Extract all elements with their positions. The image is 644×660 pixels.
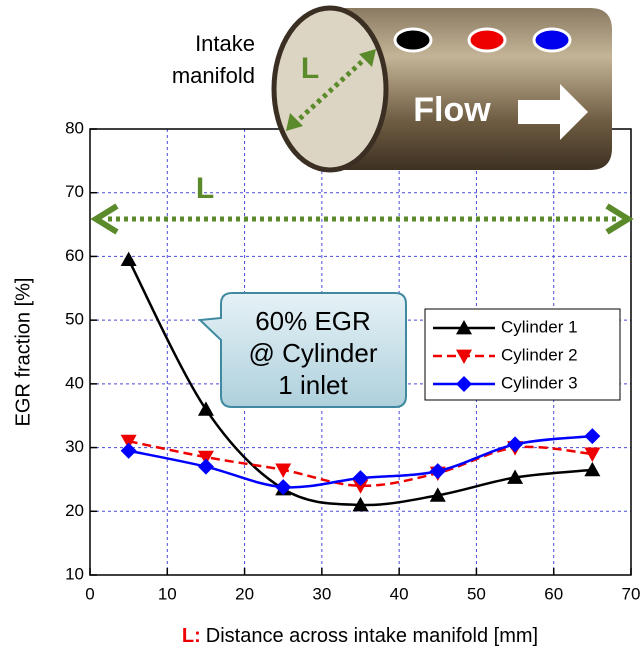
- callout-text: @ Cylinder: [249, 338, 378, 368]
- pipe-length-heads: [286, 49, 376, 131]
- callout-text: 1 inlet: [278, 370, 348, 400]
- data-point: [120, 442, 137, 459]
- legend-label: Cylinder 1: [501, 317, 578, 336]
- pipe-length-arrow: [292, 54, 370, 126]
- data-point: [429, 463, 446, 480]
- data-point: [197, 458, 214, 475]
- manifold-label: Intake: [195, 31, 255, 56]
- legend-marker: [456, 376, 472, 392]
- y-tick-label: 60: [65, 246, 84, 265]
- legend-marker: [456, 349, 472, 364]
- data-point: [507, 469, 524, 484]
- data-point: [120, 251, 137, 267]
- dot-red: [467, 27, 507, 53]
- data-point: [352, 479, 369, 494]
- x-axis-label: L: Distance across intake manifold [mm]: [182, 625, 538, 647]
- callout-text: 60% EGR: [255, 306, 371, 336]
- x-tick-label: 20: [235, 584, 254, 603]
- data-point: [352, 496, 369, 512]
- y-axis-label: EGR fraction [%]: [12, 278, 34, 427]
- data-point: [120, 434, 137, 450]
- y-tick-label: 10: [65, 564, 84, 583]
- dot-black: [393, 27, 433, 53]
- data-point: [584, 447, 601, 462]
- dot-blue: [532, 27, 572, 53]
- data-point: [197, 401, 214, 416]
- y-tick-label: 30: [65, 437, 84, 456]
- data-point: [352, 470, 369, 487]
- data-point: [275, 479, 292, 496]
- span-heads: [90, 203, 634, 235]
- legend-label: Cylinder 3: [501, 373, 578, 392]
- data-point: [275, 463, 292, 478]
- y-tick-label: 80: [65, 118, 84, 137]
- legend-label: Cylinder 2: [501, 345, 578, 364]
- pipe-illustration: L Flow: [271, 5, 612, 173]
- legend-marker: [456, 320, 472, 335]
- flow-arrow: [518, 84, 588, 140]
- x-tick-label: 60: [544, 584, 563, 603]
- x-tick-label: 30: [312, 584, 331, 603]
- y-tick-label: 50: [65, 310, 84, 329]
- data-point: [197, 450, 214, 466]
- data-point: [584, 428, 601, 445]
- x-tick-label: 70: [622, 584, 641, 603]
- x-tick-label: 10: [158, 584, 177, 603]
- data-point: [584, 461, 601, 477]
- y-tick-label: 20: [65, 501, 84, 520]
- manifold-label: manifold: [172, 63, 255, 88]
- data-point: [429, 487, 446, 502]
- x-axis-label-text: Distance across intake manifold [mm]: [206, 625, 538, 647]
- data-point: [507, 436, 524, 453]
- span-label: L: [196, 172, 214, 205]
- flow-label: Flow: [413, 91, 491, 129]
- y-tick-label: 40: [65, 373, 84, 392]
- x-tick-label: 50: [467, 584, 486, 603]
- callout-box: [197, 292, 407, 408]
- pipe-length-label: L: [301, 52, 319, 85]
- x-axis-label-prefix: L:: [182, 625, 201, 647]
- y-tick-label: 70: [65, 182, 84, 201]
- x-tick-label: 40: [390, 584, 409, 603]
- x-tick-label: 0: [85, 584, 94, 603]
